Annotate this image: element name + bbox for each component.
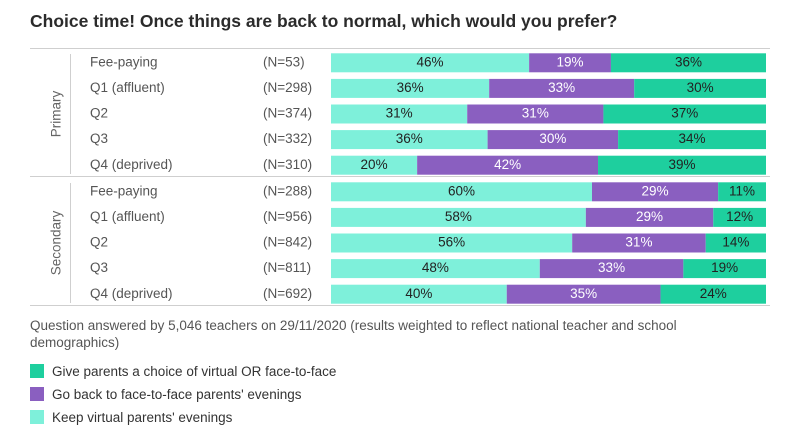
data-label: 33% bbox=[598, 260, 625, 275]
bar-segment-virtual bbox=[331, 78, 490, 98]
row-label: Q3 bbox=[90, 260, 108, 275]
footnote: Question answered by 5,046 teachers on 2… bbox=[30, 318, 677, 350]
bar-segment-face-to-face bbox=[467, 104, 604, 124]
legend-label-choice: Give parents a choice of virtual OR face… bbox=[52, 363, 337, 379]
data-label: 37% bbox=[671, 106, 698, 121]
data-label: 29% bbox=[642, 183, 669, 198]
bar-segment-face-to-face bbox=[487, 130, 619, 150]
row-n-label: (N=53) bbox=[263, 54, 305, 69]
bar-segment-choice bbox=[705, 233, 766, 253]
row-n-label: (N=332) bbox=[263, 131, 312, 146]
bar-segment-face-to-face bbox=[417, 155, 599, 175]
data-label: 58% bbox=[445, 209, 472, 224]
row-label: Fee-paying bbox=[90, 183, 158, 198]
bar-segment-virtual bbox=[331, 182, 592, 202]
stacked-bar-chart: Primary Fee-paying (N=53) 46% 19% 36% Q1 (affl… bbox=[30, 48, 770, 306]
bar-segment-choice bbox=[713, 207, 766, 227]
data-label: 31% bbox=[522, 106, 549, 121]
row-label: Q3 bbox=[90, 131, 108, 146]
bar-segment-virtual bbox=[331, 259, 540, 279]
data-label: 19% bbox=[557, 54, 584, 69]
bar-segment-face-to-face bbox=[506, 284, 661, 304]
row-n-label: (N=811) bbox=[263, 260, 311, 275]
data-label: 46% bbox=[417, 54, 444, 69]
group-label-secondary: Secondary bbox=[49, 210, 64, 275]
row-label: Q2 bbox=[90, 235, 108, 250]
data-label: 36% bbox=[675, 54, 702, 69]
bar-segment-face-to-face bbox=[572, 233, 706, 253]
data-label: 24% bbox=[700, 286, 727, 301]
data-label: 42% bbox=[494, 157, 521, 172]
row-label: Fee-paying bbox=[90, 54, 158, 69]
bar-segment-choice bbox=[598, 155, 766, 175]
data-label: 20% bbox=[361, 157, 388, 172]
data-label: 31% bbox=[625, 235, 652, 250]
row-n-label: (N=692) bbox=[263, 286, 312, 301]
bar-segment-virtual bbox=[331, 53, 530, 73]
bar-segment-virtual bbox=[331, 207, 586, 227]
row-n-label: (N=288) bbox=[263, 183, 312, 198]
bar-segment-virtual bbox=[331, 155, 418, 175]
data-label: 56% bbox=[438, 235, 465, 250]
row-label: Q1 (affluent) bbox=[90, 209, 165, 224]
bar-segment-face-to-face bbox=[585, 207, 714, 227]
row-n-label: (N=298) bbox=[263, 80, 312, 95]
data-label: 36% bbox=[396, 131, 423, 146]
data-label: 40% bbox=[405, 286, 432, 301]
data-label: 14% bbox=[722, 235, 749, 250]
legend-swatch-virtual bbox=[30, 410, 44, 424]
data-label: 11% bbox=[729, 183, 755, 198]
bar-segment-face-to-face bbox=[529, 53, 611, 73]
bar-segment-virtual bbox=[331, 284, 507, 304]
bar-segment-face-to-face bbox=[592, 182, 719, 202]
data-label: 29% bbox=[636, 209, 663, 224]
bar-segment-choice bbox=[683, 259, 766, 279]
legend-label-virtual: Keep virtual parents' evenings bbox=[52, 409, 233, 425]
row-label: Q1 (affluent) bbox=[90, 80, 165, 95]
legend-swatch-choice bbox=[30, 364, 44, 378]
row-label: Q4 (deprived) bbox=[90, 157, 173, 172]
row-label: Q2 bbox=[90, 106, 108, 121]
bar-segment-choice bbox=[634, 78, 766, 98]
data-label: 33% bbox=[548, 80, 575, 95]
data-label: 36% bbox=[397, 80, 424, 95]
bar-segment-choice bbox=[618, 130, 766, 150]
row-n-label: (N=374) bbox=[263, 106, 312, 121]
bar-segment-virtual bbox=[331, 130, 488, 150]
row-label: Q4 (deprived) bbox=[90, 286, 173, 301]
row-n-label: (N=310) bbox=[263, 157, 312, 172]
bar-segment-face-to-face bbox=[539, 259, 684, 279]
legend-item-face-to-face: Go back to face-to-face parents' evening… bbox=[30, 385, 301, 403]
data-label: 30% bbox=[539, 131, 566, 146]
bar-segment-choice bbox=[660, 284, 766, 304]
data-label: 48% bbox=[422, 260, 449, 275]
bar-segment-choice bbox=[610, 53, 766, 73]
bar-segment-choice bbox=[603, 104, 766, 124]
data-label: 19% bbox=[711, 260, 738, 275]
legend-swatch-face-to-face bbox=[30, 387, 44, 401]
data-label: 60% bbox=[448, 183, 475, 198]
data-label: 39% bbox=[668, 157, 695, 172]
chart-title: Choice time! Once things are back to nor… bbox=[30, 11, 618, 31]
bar-segment-virtual bbox=[331, 104, 468, 124]
legend-item-choice: Give parents a choice of virtual OR face… bbox=[30, 362, 336, 380]
bar-segment-virtual bbox=[331, 233, 573, 253]
legend-item-virtual: Keep virtual parents' evenings bbox=[30, 408, 232, 426]
legend-label-face-to-face: Go back to face-to-face parents' evening… bbox=[52, 386, 302, 402]
data-label: 35% bbox=[570, 286, 597, 301]
data-label: 30% bbox=[687, 80, 714, 95]
row-n-label: (N=956) bbox=[263, 209, 312, 224]
bar-segment-choice bbox=[718, 182, 766, 202]
row-n-label: (N=842) bbox=[263, 235, 312, 250]
data-label: 12% bbox=[726, 209, 753, 224]
data-label: 34% bbox=[679, 131, 706, 146]
bar-segment-face-to-face bbox=[489, 78, 635, 98]
data-label: 31% bbox=[386, 106, 413, 121]
group-label-primary: Primary bbox=[49, 91, 64, 138]
